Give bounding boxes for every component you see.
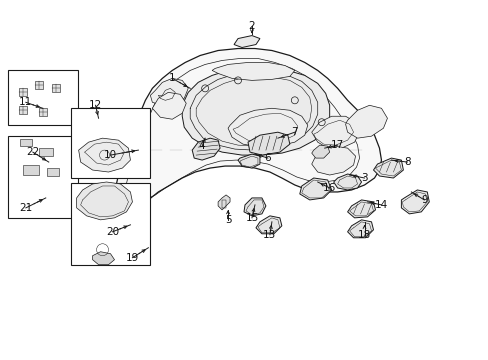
Text: 5: 5 (224, 215, 231, 225)
Polygon shape (52, 84, 60, 92)
Polygon shape (35, 81, 42, 89)
Polygon shape (255, 216, 281, 234)
Bar (8, 136, 78, 218)
Text: 16: 16 (323, 183, 336, 193)
Text: 2: 2 (248, 21, 255, 31)
Text: 1: 1 (169, 73, 175, 84)
Text: 10: 10 (104, 150, 117, 160)
Polygon shape (23, 165, 39, 175)
Polygon shape (20, 139, 32, 146)
Polygon shape (311, 145, 329, 158)
Polygon shape (234, 36, 260, 48)
Polygon shape (115, 49, 381, 208)
Polygon shape (401, 190, 428, 214)
Text: 9: 9 (420, 195, 427, 205)
Polygon shape (227, 108, 307, 147)
Polygon shape (247, 132, 289, 155)
Text: 14: 14 (374, 200, 387, 210)
Text: 20: 20 (106, 227, 119, 237)
Text: 8: 8 (403, 157, 410, 167)
Polygon shape (77, 182, 132, 220)
Text: 7: 7 (291, 127, 298, 137)
Polygon shape (39, 108, 47, 116)
Text: 13: 13 (263, 230, 276, 240)
Text: 11: 11 (19, 97, 32, 107)
Polygon shape (311, 146, 355, 175)
Polygon shape (345, 105, 386, 138)
Polygon shape (333, 174, 361, 190)
Polygon shape (182, 68, 329, 155)
Bar (71, 183, 150, 265)
Polygon shape (39, 148, 53, 156)
Bar (71, 108, 150, 178)
Polygon shape (192, 138, 220, 160)
Polygon shape (150, 78, 188, 105)
Text: 21: 21 (19, 203, 32, 213)
Bar (8, 71, 78, 125)
Text: 3: 3 (361, 173, 367, 183)
Polygon shape (212, 62, 294, 80)
Polygon shape (19, 106, 27, 114)
Polygon shape (92, 252, 114, 265)
Text: 15: 15 (245, 213, 258, 223)
Polygon shape (299, 178, 331, 200)
Polygon shape (347, 200, 375, 218)
Polygon shape (47, 168, 59, 176)
Polygon shape (152, 92, 186, 119)
Text: 12: 12 (89, 100, 102, 110)
Text: 19: 19 (125, 253, 139, 263)
Polygon shape (218, 195, 229, 210)
Text: 6: 6 (264, 153, 271, 163)
Polygon shape (311, 116, 359, 148)
Text: 18: 18 (357, 230, 370, 240)
Text: 22: 22 (26, 147, 40, 157)
Polygon shape (373, 158, 403, 178)
Polygon shape (238, 154, 260, 168)
Text: 4: 4 (199, 141, 205, 151)
Polygon shape (79, 138, 130, 172)
Polygon shape (244, 198, 265, 216)
Text: 17: 17 (330, 140, 344, 150)
Polygon shape (347, 220, 373, 238)
Polygon shape (19, 88, 27, 96)
